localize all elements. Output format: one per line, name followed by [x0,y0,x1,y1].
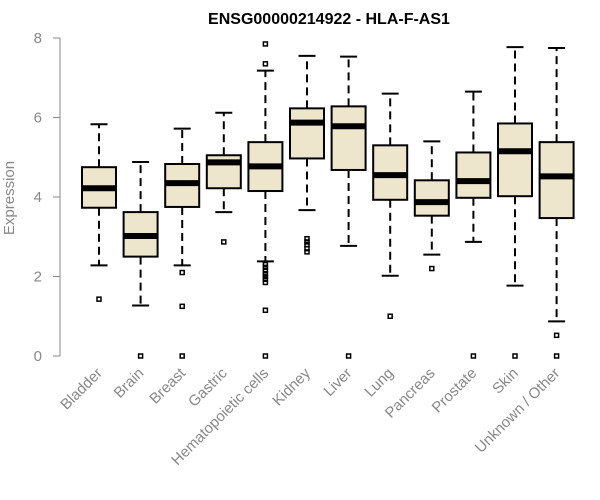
x-tick-label: Prostate [429,365,481,417]
x-tick-label: Bladder [57,365,106,414]
outlier-point [179,303,185,310]
box-kidney [289,54,325,255]
y-axis-label: Expression [1,161,18,235]
outlier-point [304,249,310,255]
y-tick-label: 8 [34,30,42,47]
box-brain [122,161,159,359]
x-tick-label: Brain [111,365,148,402]
box-prostate [455,90,492,359]
y-tick-label: 2 [34,269,42,286]
box-series [81,41,575,359]
box-skin [497,46,533,359]
iqr-box [413,179,450,217]
outlier-point [304,245,310,252]
outlier-point [304,235,310,242]
box-pancreas [413,140,450,272]
x-tick-label: Kidney [269,364,314,409]
y-axis: 0 2 4 6 8 [34,30,61,365]
box-liver [330,55,367,359]
iqr-box [289,107,325,160]
box-breast [164,127,201,359]
outlier-point [553,332,560,339]
x-tick-label: Breast [146,364,189,407]
outlier-point [553,353,560,359]
outlier-point [262,270,269,277]
outlier-point [304,239,310,245]
outlier-point [387,313,393,319]
box-bladder [81,123,117,302]
box-hematopoietic-cells [247,41,284,359]
outlier-point [262,307,269,314]
iqr-box [455,151,492,199]
box-unknown-other [538,46,575,359]
outlier-point [262,279,269,286]
box-gastric [205,111,242,245]
outlier-point [137,353,144,359]
outlier-point [179,353,185,359]
outlier-point [262,353,269,359]
outlier-point [221,239,227,245]
outlier-point [262,276,269,283]
outlier-point [262,267,269,274]
outlier-point [512,353,518,359]
y-tick-label: 6 [34,110,42,127]
iqr-box [538,141,575,220]
outlier-point [262,61,269,67]
x-tick-label: Skin [489,365,522,398]
outlier-point [262,261,269,268]
outlier-point [179,269,185,276]
outlier-point [470,353,477,359]
outlier-point [262,264,269,271]
outlier-point [262,41,269,47]
box-lung [372,92,409,319]
x-tick-label: Lung [361,365,397,401]
outlier-point [262,273,269,280]
y-tick-label: 0 [34,348,42,365]
chart-title: ENSG00000214922 - HLA-F-AS1 [208,11,450,28]
y-tick-label: 4 [34,189,42,206]
outlier-point [429,265,435,272]
x-tick-label: Liver [320,365,355,400]
outlier-point [96,296,102,302]
iqr-box [330,105,367,171]
iqr-box [497,122,533,198]
outlier-point [345,353,352,359]
